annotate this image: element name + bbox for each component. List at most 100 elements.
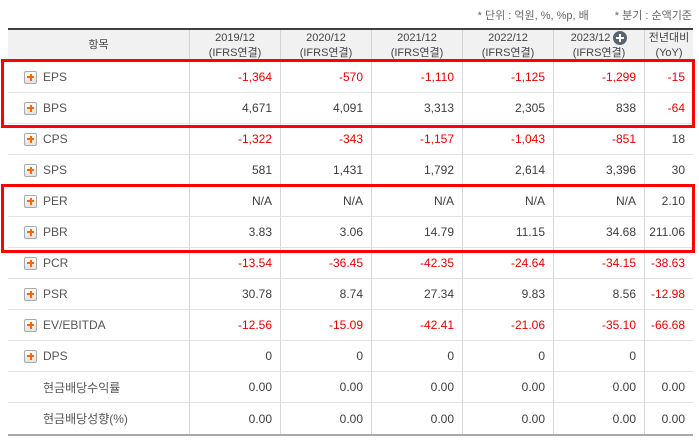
- row-label: CPS: [43, 132, 68, 146]
- period-label: 2021/12: [397, 31, 437, 45]
- metric-value-cell: 18: [671, 132, 685, 146]
- row-label: 현금배당성향(%): [43, 412, 128, 426]
- column-header-yoy: 전년대비 (YoY): [645, 30, 693, 61]
- metric-value-cell: -1,299: [554, 62, 645, 92]
- metric-value-cell: N/A: [372, 186, 463, 216]
- metric-value-cell: 1,431: [281, 155, 372, 185]
- standard-label: (IFRS연결): [390, 46, 444, 59]
- metric-value-cell: -570: [281, 62, 372, 92]
- metric-value-cell: 4,091: [281, 93, 372, 123]
- row-label: PCR: [43, 256, 69, 270]
- metric-value-cell: 0.00: [661, 411, 685, 426]
- row-label-cell-cps: CPS: [8, 124, 190, 154]
- metric-value-cell: N/A: [190, 186, 281, 216]
- period-text: 2021/12: [397, 32, 437, 45]
- metrics-table: 항목 2019/12 (IFRS연결) 2020/12 (IFRS연결) 2021/12…: [8, 28, 693, 436]
- table-row-pcr: PCR -13.54 -36.45 -42.35 -24.64 -34.15 -38.63: [8, 248, 693, 279]
- period-label: 2020/12: [306, 31, 346, 45]
- table-notes: * 단위 : 억원, %, %p, 배 * 분기 : 순액기준: [478, 7, 692, 23]
- expand-row-icon[interactable]: [24, 194, 37, 208]
- metric-value-cell: 3,396: [554, 155, 645, 185]
- expand-row-icon[interactable]: [24, 225, 37, 239]
- metric-value-cell: 3,313: [372, 93, 463, 123]
- metric-value-cell: 0.00: [281, 372, 372, 402]
- metric-value-cell: 0.00: [661, 380, 685, 394]
- column-header-item: 항목: [8, 30, 190, 61]
- row-label-cell-eps: EPS: [8, 62, 190, 92]
- metric-value-cell: 211.06: [649, 225, 685, 239]
- metric-value-cell: 0: [463, 341, 554, 371]
- row-label-cell-bps: BPS: [8, 93, 190, 123]
- standard-label: (IFRS연결): [208, 46, 262, 59]
- metric-value-cell: -36.45: [281, 248, 372, 278]
- metric-value-cell: -1,364: [190, 62, 281, 92]
- table-row-per: PER N/A N/A N/A N/A N/A 2.10: [8, 186, 693, 217]
- table-row-psr: PSR 30.78 8.74 27.34 9.83 8.56 -12.98: [8, 279, 693, 310]
- row-label: PER: [43, 194, 68, 208]
- metric-value-cell: -42.35: [372, 248, 463, 278]
- metric-value-cell: 581: [190, 155, 281, 185]
- period-text: 2022/12: [488, 32, 528, 45]
- column-header-2022-12: 2022/12 (IFRS연결): [463, 30, 554, 61]
- standard-label: (IFRS연결): [572, 46, 626, 59]
- metric-value-cell: 0.00: [463, 403, 554, 434]
- basis-note: * 분기 : 순액기준: [614, 10, 692, 22]
- metric-value-cell: N/A: [554, 186, 645, 216]
- row-label-cell-per: PER: [8, 186, 190, 216]
- add-period-icon[interactable]: [613, 31, 628, 46]
- metric-value-cell: 0.00: [281, 403, 372, 434]
- metric-value-cell: 4,671: [190, 93, 281, 123]
- metric-value-cell: 0: [554, 341, 645, 371]
- row-label: EV/EBITDA: [43, 318, 106, 332]
- metric-value-cell: -34.15: [554, 248, 645, 278]
- column-header-2023-12: 2023/12 (IFRS연결): [554, 30, 645, 61]
- period-text: 2023/12: [570, 32, 611, 45]
- expand-row-icon[interactable]: [24, 349, 37, 363]
- row-label-cell-sps: SPS: [8, 155, 190, 185]
- metric-value-cell: -64: [667, 101, 685, 115]
- metric-value-cell: N/A: [463, 186, 554, 216]
- metric-value-cell: 0.00: [554, 403, 645, 434]
- expand-row-icon[interactable]: [24, 70, 37, 84]
- metric-value-cell: 30.78: [190, 279, 281, 309]
- row-label: PBR: [43, 225, 68, 239]
- metric-value-cell: -38.63: [650, 256, 685, 270]
- metric-value-cell: -1,125: [463, 62, 554, 92]
- row-label: 현금배당수익률: [43, 380, 121, 395]
- expand-row-icon[interactable]: [24, 256, 37, 270]
- expand-row-icon[interactable]: [24, 132, 37, 146]
- metric-value-cell: 0: [190, 341, 281, 371]
- expand-row-icon[interactable]: [24, 287, 37, 301]
- row-label-cell-psr: PSR: [8, 279, 190, 309]
- metric-value-cell: 9.83: [463, 279, 554, 309]
- metric-value-cell: -343: [281, 124, 372, 154]
- table-row-row-12: 현금배당성향(%) 0.00 0.00 0.00 0.00 0.00 0.00: [8, 403, 693, 434]
- table-row-ev-ebitda: EV/EBITDA -12.56 -15.09 -42.41 -21.06 -35.10-…: [8, 310, 693, 341]
- period-label: 2023/12: [570, 31, 628, 46]
- metric-value-cell: 11.15: [463, 217, 554, 247]
- metric-value-cell: 0.00: [372, 403, 463, 434]
- table-row-cps: CPS -1,322 -343 -1,157 -1,043 -851 18: [8, 124, 693, 155]
- expand-row-icon[interactable]: [24, 101, 37, 115]
- metric-value-cell: -21.06: [463, 310, 554, 340]
- column-header-2019-12: 2019/12 (IFRS연결): [190, 30, 281, 61]
- metric-value-cell: 34.68: [554, 217, 645, 247]
- metric-value-cell: 30: [671, 163, 685, 177]
- standard-label: (IFRS연결): [299, 46, 353, 59]
- column-header-2020-12: 2020/12 (IFRS연결): [281, 30, 372, 61]
- metric-value-cell: -15: [667, 70, 685, 84]
- expand-row-icon[interactable]: [24, 318, 37, 332]
- metric-value-cell: [645, 341, 693, 371]
- metric-value-cell: 8.56: [554, 279, 645, 309]
- table-row-row-11: 현금배당수익률 0.00 0.00 0.00 0.00 0.00 0.00: [8, 372, 693, 403]
- period-label: 2022/12: [488, 31, 528, 45]
- yoy-header-line1: 전년대비: [648, 32, 690, 45]
- metric-value-cell: -1,110: [372, 62, 463, 92]
- period-text: 2020/12: [306, 32, 346, 45]
- metric-value-cell: 27.34: [372, 279, 463, 309]
- metric-value-cell: -12.56: [190, 310, 281, 340]
- standard-label: (IFRS연결): [481, 46, 535, 59]
- expand-row-icon[interactable]: [24, 163, 37, 177]
- table-row-pbr: PBR 3.83 3.06 14.79 11.15 34.68 211.06: [8, 217, 693, 248]
